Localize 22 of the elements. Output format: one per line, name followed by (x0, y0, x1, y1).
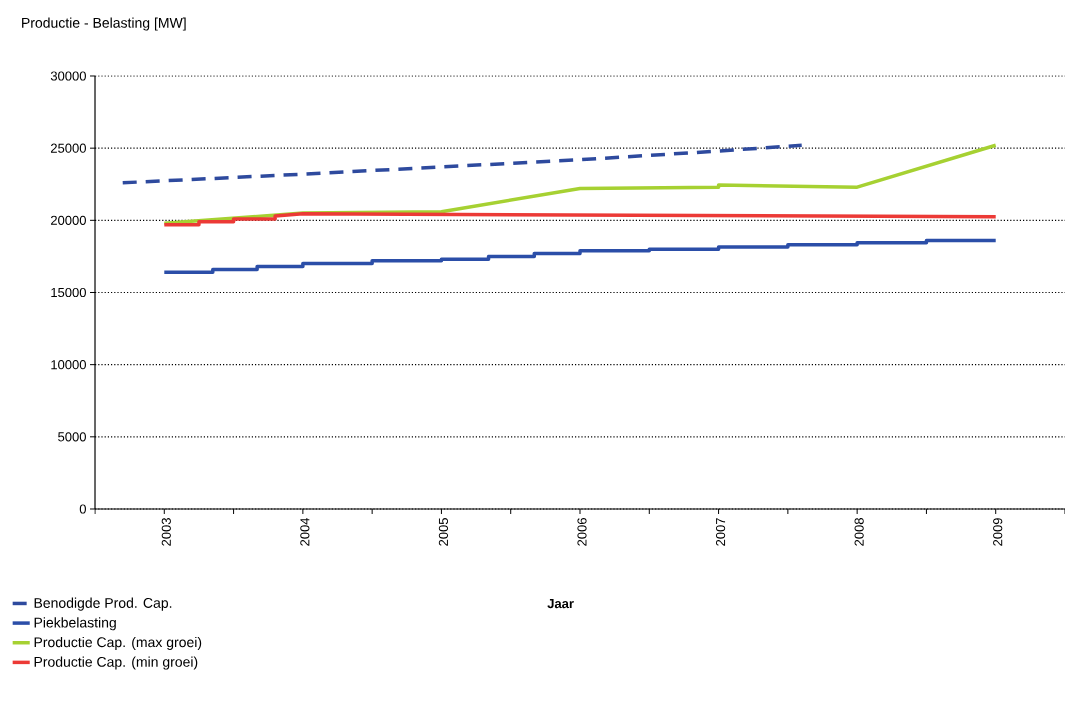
legend-label: Benodigde Prod. Cap. (34, 597, 172, 611)
x-axis-title: Jaar (547, 599, 574, 609)
x-tick-label: 2007 (715, 518, 726, 546)
legend-label: Piekbelasting (34, 617, 116, 631)
y-tick-label: 10000 (51, 360, 86, 370)
y-tick-label: 20000 (51, 215, 86, 225)
x-tick-label: 2009 (993, 518, 1003, 546)
x-tick-label: 2006 (577, 518, 587, 546)
legend-label: Productie Cap. (min groei) (34, 656, 198, 670)
y-tick-label: 30000 (50, 71, 86, 81)
x-tick-label: 2008 (854, 518, 864, 546)
y-tick-label: 0 (79, 504, 86, 514)
y-axis-title: Productie - Belasting [MW] (22, 17, 186, 31)
y-tick-label: 5000 (58, 432, 86, 442)
legend-label: Productie Cap. (max groei) (34, 636, 202, 650)
line-series (120, 143, 804, 185)
y-tick-label: 25000 (51, 143, 86, 153)
line-series (162, 212, 998, 227)
y-tick-label: 15000 (51, 287, 86, 298)
x-tick-label: 2004 (300, 517, 310, 546)
x-tick-label: 2003 (161, 518, 171, 546)
x-tick-label: 2005 (438, 518, 449, 546)
